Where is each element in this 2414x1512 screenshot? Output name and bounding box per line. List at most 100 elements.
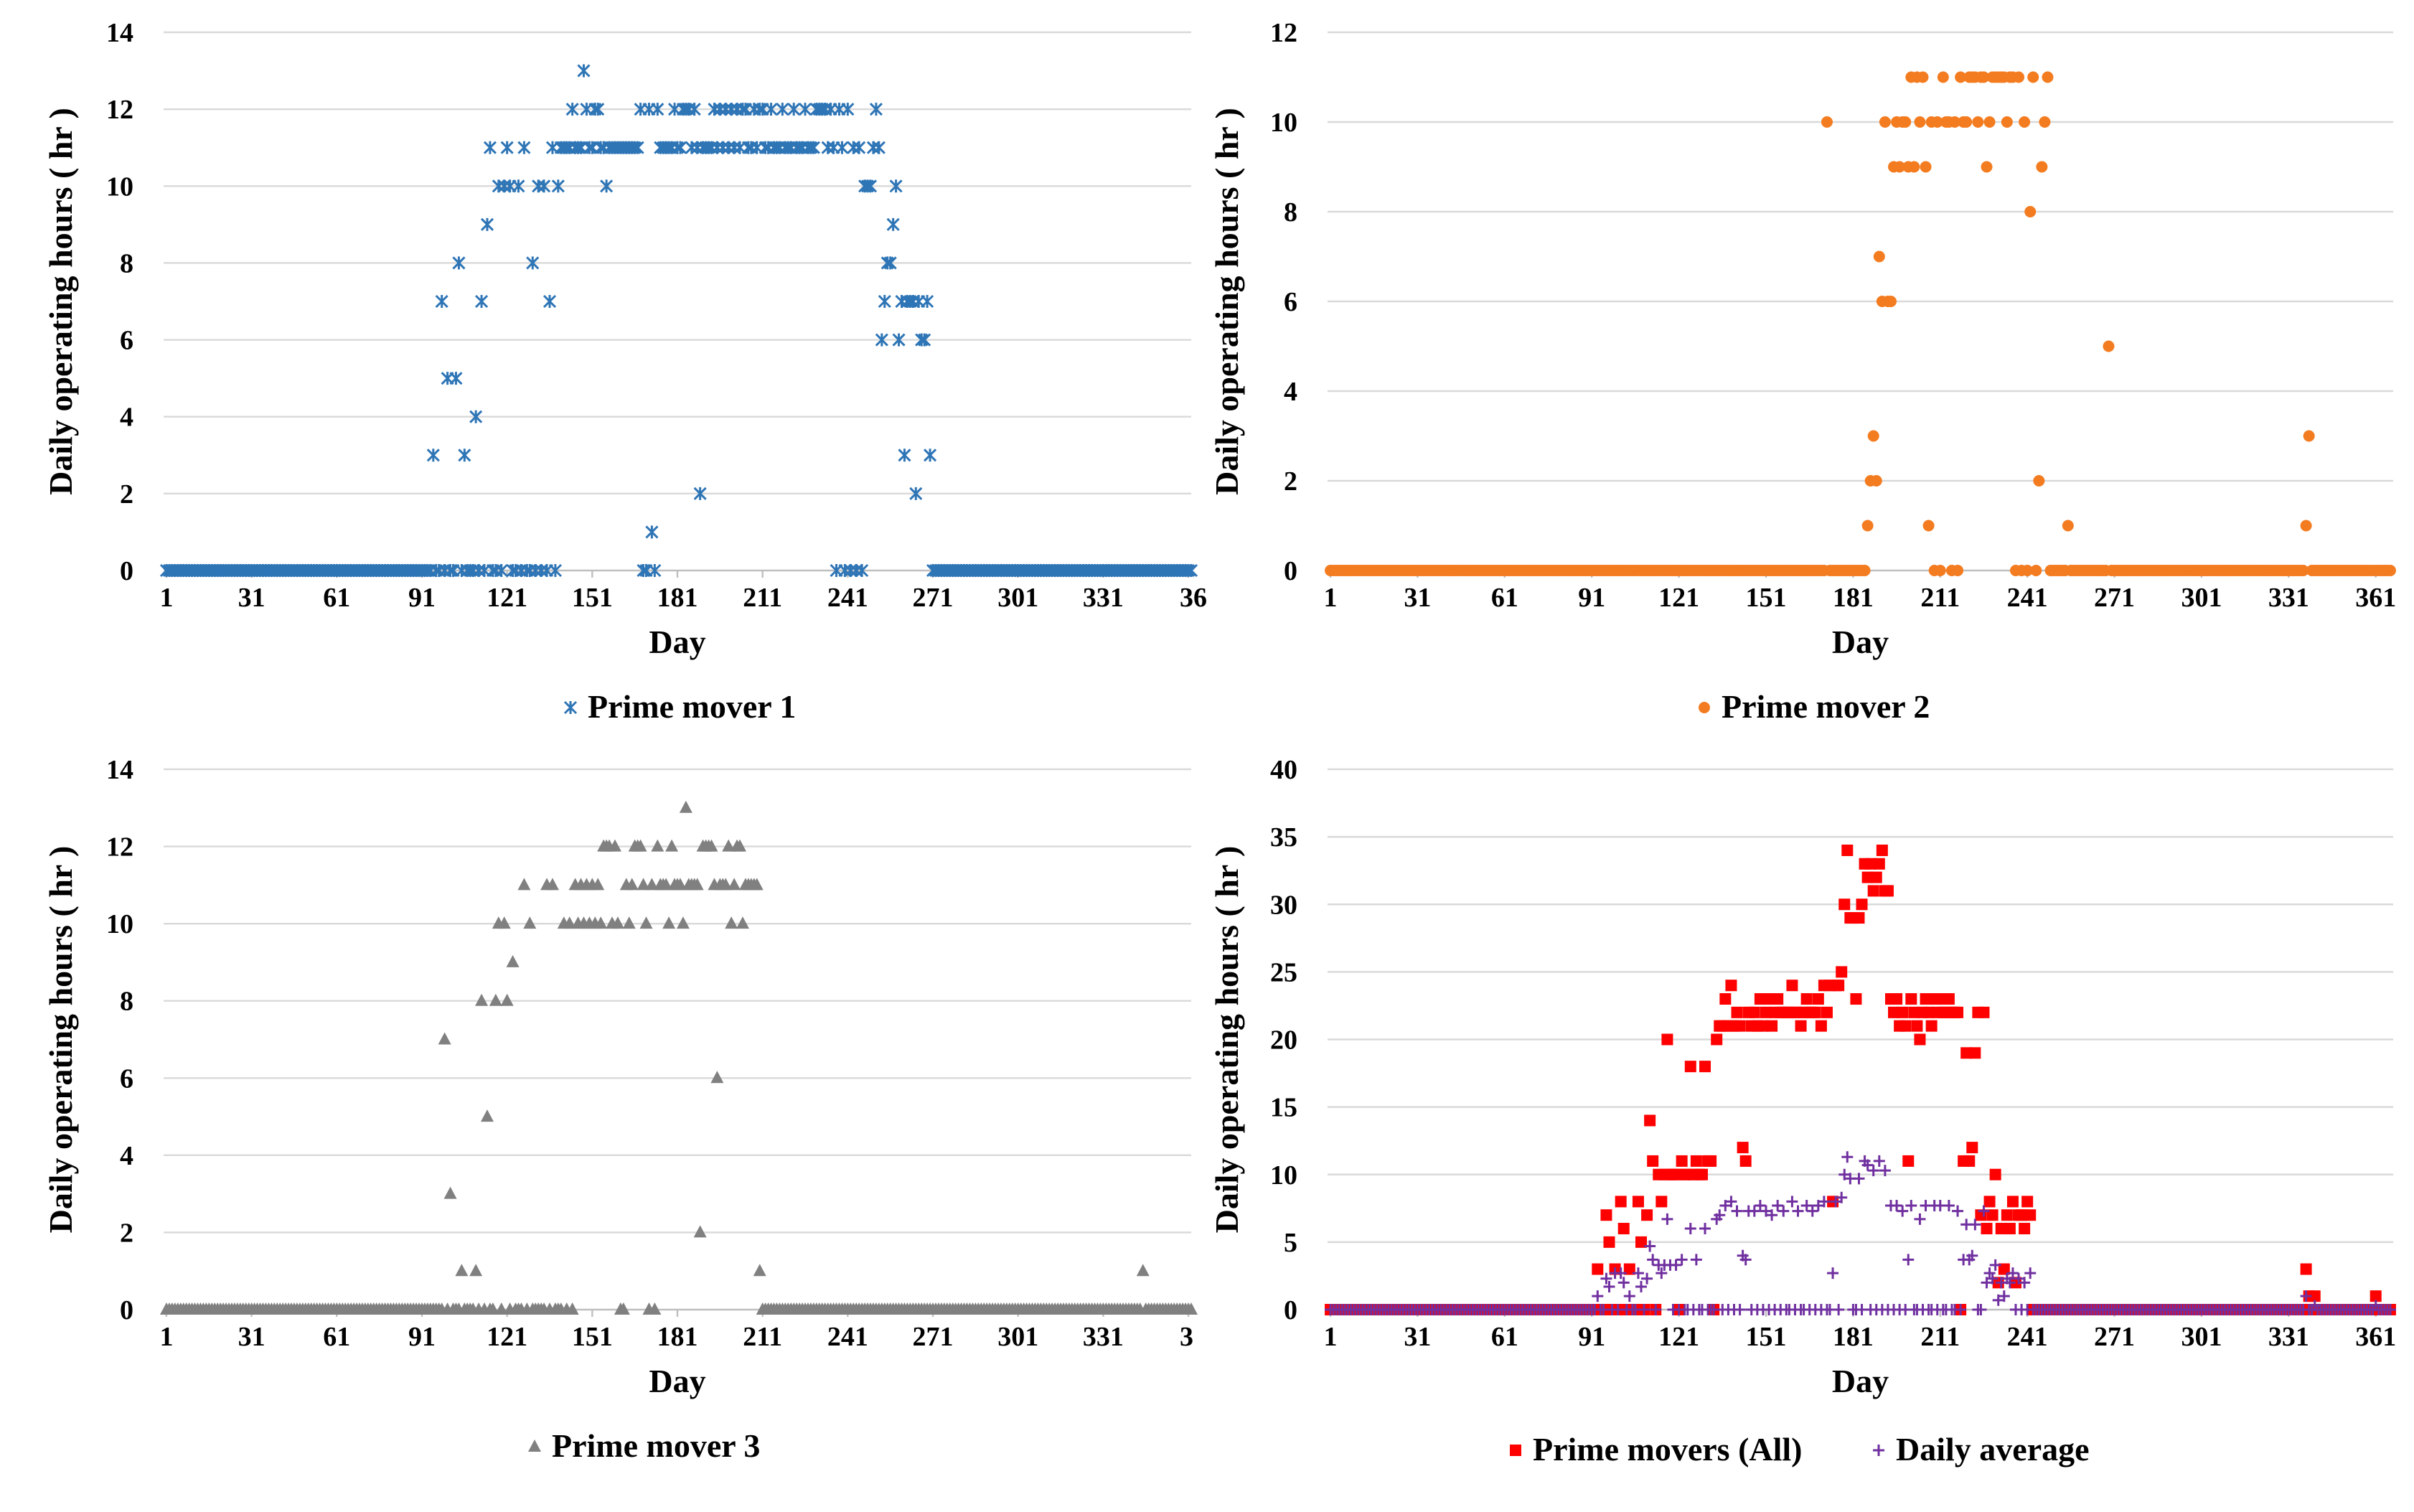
x-tick-label: 3 — [1180, 1322, 1193, 1352]
data-point — [1978, 1006, 1990, 1018]
data-point — [608, 839, 621, 852]
legend: Prime mover 2 — [1699, 688, 1930, 725]
data-point — [1850, 993, 1862, 1005]
data-point — [1920, 993, 1932, 1005]
chart-pm1: 0 2 4 6 8 10 12 14 1 31 61 91 121 151 181 211 241 271 301 3… — [42, 18, 1207, 725]
data-point — [1655, 1196, 1668, 1208]
y-tick-label: 4 — [1284, 377, 1297, 407]
data-point — [2303, 430, 2315, 442]
data-point — [1972, 116, 1984, 128]
y-tick-label: 5 — [1284, 1228, 1297, 1258]
data-point — [517, 878, 531, 891]
data-point — [1914, 1213, 1926, 1225]
data-point — [651, 839, 664, 852]
x-tick-label: 151 — [1745, 1322, 1786, 1352]
data-point — [2033, 475, 2045, 487]
data-point — [1661, 1033, 1673, 1046]
data-point — [577, 64, 591, 78]
data-point — [2384, 565, 2396, 576]
data-point — [2370, 1290, 2382, 1302]
data-point — [1882, 885, 1894, 897]
legend-marker — [528, 1440, 541, 1452]
x-tick-label: 241 — [827, 1322, 868, 1352]
data-point — [625, 878, 639, 891]
data-point — [1952, 565, 1964, 576]
data-point — [651, 103, 664, 116]
data-point — [853, 141, 866, 154]
data-point — [2019, 1277, 2031, 1289]
data-point — [1655, 1267, 1668, 1279]
x-tick-label: 271 — [913, 583, 954, 613]
data-point — [1867, 885, 1879, 897]
y-tick-label: 8 — [120, 987, 133, 1017]
data-point — [506, 954, 520, 967]
series-prime-mover-2 — [1325, 71, 2396, 576]
y-tick-label: 30 — [1270, 890, 1297, 920]
data-point — [1986, 1209, 1999, 1221]
data-point — [1635, 1236, 1648, 1248]
data-point — [1786, 980, 1798, 992]
data-point — [594, 916, 608, 929]
data-point — [1899, 1020, 1912, 1032]
data-point — [1792, 1205, 1804, 1217]
data-point — [725, 916, 738, 929]
data-point — [1737, 1142, 1749, 1154]
data-point — [1635, 1280, 1648, 1292]
data-point — [1989, 1168, 2001, 1180]
data-point — [1603, 1280, 1615, 1292]
data-point — [1833, 980, 1845, 992]
data-point — [1867, 430, 1879, 442]
data-point — [1185, 1302, 1198, 1315]
x-tick-label: 241 — [827, 583, 868, 613]
y-tick-label: 2 — [1284, 466, 1297, 497]
x-tick-label: 271 — [2094, 1322, 2135, 1352]
data-point — [1641, 1272, 1653, 1285]
data-point — [687, 103, 701, 116]
data-point — [631, 141, 644, 154]
data-point — [1981, 161, 1993, 173]
data-point — [2016, 1209, 2028, 1221]
data-point — [551, 179, 565, 193]
x-tick-label: 61 — [1491, 1322, 1518, 1352]
data-point — [1963, 1155, 1976, 1167]
data-point — [787, 103, 801, 116]
x-tick-label: 241 — [2007, 583, 2048, 613]
x-axis-title: Day — [1832, 624, 1889, 660]
data-point — [1821, 1006, 1833, 1018]
data-point — [452, 256, 466, 270]
x-tick-label: 1 — [1324, 583, 1338, 613]
data-point — [1812, 993, 1824, 1005]
x-tick-label: 361 — [2355, 1322, 2396, 1352]
data-point — [438, 1032, 451, 1045]
data-point — [648, 1302, 662, 1315]
data-point — [1786, 1196, 1798, 1208]
data-point — [1841, 1151, 1854, 1163]
data-point — [807, 141, 820, 154]
data-point — [2024, 1267, 2037, 1279]
data-point — [1998, 1290, 2010, 1302]
y-tick-label: 14 — [106, 18, 133, 48]
data-point — [1978, 1205, 1990, 1217]
data-point — [543, 294, 557, 309]
x-tick-label: 36 — [1180, 583, 1207, 613]
data-point — [449, 372, 463, 385]
series-prime-movers-all- — [1325, 844, 2396, 1315]
data-point — [489, 993, 502, 1006]
data-point — [1833, 1304, 1845, 1315]
data-point — [611, 916, 624, 929]
y-tick-label: 14 — [106, 755, 133, 785]
x-tick-label: 181 — [1833, 583, 1874, 613]
data-point — [886, 217, 900, 231]
data-point — [918, 333, 931, 347]
data-point — [1815, 1020, 1827, 1032]
y-tick-label: 35 — [1270, 822, 1297, 853]
data-point — [1902, 1254, 1915, 1266]
data-point — [1647, 1254, 1659, 1266]
y-tick-label: 0 — [1284, 556, 1297, 586]
data-point — [863, 179, 878, 193]
data-point — [1955, 71, 1967, 83]
data-point — [728, 878, 741, 891]
data-point — [1760, 1006, 1772, 1018]
data-point — [1603, 1236, 1615, 1248]
x-tick-label: 121 — [1658, 1322, 1699, 1352]
